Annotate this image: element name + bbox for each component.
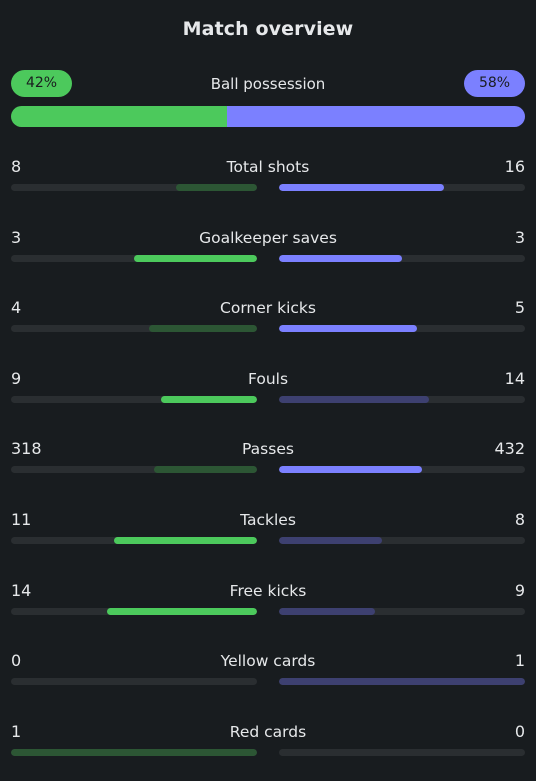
- home-stat-track: [11, 254, 257, 262]
- stat-label: Red cards: [229, 722, 307, 741]
- away-stat-track: [279, 537, 525, 544]
- home-stat-fill: [153, 466, 257, 474]
- home-stat-value: 1: [11, 721, 22, 741]
- away-stat-fill: [279, 184, 444, 191]
- home-stat-value: 9: [11, 368, 22, 388]
- away-stat-fill: [279, 607, 375, 615]
- page-title: Match overview: [182, 18, 354, 40]
- stat-label: Total shots: [226, 158, 310, 176]
- away-stat-value: 8: [514, 510, 525, 529]
- stat-row: 8 Total shots 16: [11, 157, 525, 197]
- away-stat-fill: [279, 678, 525, 686]
- away-stat-value: 14: [504, 368, 525, 388]
- away-possession-badge: 58%: [464, 70, 525, 97]
- stat-row: 14 Free kicks 9: [11, 581, 525, 621]
- away-stat-value: 0: [514, 721, 525, 741]
- possession-bar: [11, 106, 525, 127]
- home-stat-value: 0: [11, 651, 22, 671]
- home-stat-track: [11, 466, 257, 474]
- stat-label: Goalkeeper saves: [199, 228, 337, 247]
- home-stat-track: [11, 607, 257, 615]
- home-stat-track: [11, 678, 257, 686]
- home-stat-value: 14: [11, 580, 32, 600]
- away-stat-value: 5: [514, 298, 525, 318]
- away-stat-fill: [279, 466, 422, 474]
- home-stat-value: 11: [11, 510, 32, 529]
- stat-label: Free kicks: [229, 581, 307, 600]
- away-stat-fill: [279, 537, 383, 544]
- away-stat-value: 16: [504, 157, 525, 176]
- home-stat-value: 4: [11, 298, 22, 318]
- stat-row: 318 Passes 432: [11, 439, 525, 479]
- home-stat-fill: [161, 395, 257, 403]
- away-stat-track: [279, 607, 525, 615]
- home-stat-track: [11, 325, 257, 333]
- away-stat-track: [279, 325, 525, 333]
- away-stat-track: [279, 254, 525, 262]
- stat-row: 1 Red cards 0: [11, 722, 525, 762]
- stat-row: 4 Corner kicks 5: [11, 298, 525, 338]
- away-stat-track: [279, 395, 525, 403]
- home-stat-track: [11, 184, 257, 191]
- away-stat-track: [279, 466, 525, 474]
- away-stat-track: [279, 748, 525, 756]
- away-stat-value: 1: [514, 651, 525, 671]
- away-stat-track: [279, 184, 525, 191]
- away-possession-segment: [226, 106, 525, 127]
- stat-row: 3 Goalkeeper saves 3: [11, 228, 525, 268]
- home-stat-track: [11, 395, 257, 403]
- possession-row: 42% Ball possession 58%: [11, 70, 525, 98]
- away-stat-value: 432: [494, 439, 525, 459]
- home-stat-fill: [175, 184, 257, 191]
- away-stat-value: 3: [514, 227, 525, 247]
- away-stat-fill: [279, 325, 417, 333]
- away-stat-value: 9: [514, 580, 525, 600]
- stat-row: 0 Yellow cards 1: [11, 651, 525, 691]
- home-possession-badge: 42%: [11, 70, 72, 97]
- home-stat-fill: [148, 325, 257, 333]
- home-stat-fill: [11, 748, 257, 756]
- stat-label: Yellow cards: [220, 652, 316, 671]
- stat-row: 9 Fouls 14: [11, 369, 525, 409]
- home-stat-track: [11, 537, 257, 544]
- home-stat-value: 8: [11, 157, 22, 176]
- home-stat-fill: [114, 537, 257, 544]
- home-stat-fill: [134, 254, 257, 262]
- home-stat-fill: [106, 607, 257, 615]
- home-stat-track: [11, 748, 257, 756]
- possession-label: Ball possession: [210, 75, 326, 93]
- stat-label: Fouls: [247, 369, 289, 388]
- away-stat-fill: [279, 395, 430, 403]
- home-stat-value: 318: [11, 439, 42, 459]
- away-stat-track: [279, 678, 525, 686]
- stat-label: Tackles: [240, 511, 296, 529]
- away-stat-fill: [279, 254, 402, 262]
- stat-row: 11 Tackles 8: [11, 510, 525, 550]
- stat-label: Passes: [242, 440, 294, 459]
- home-stat-value: 3: [11, 227, 22, 247]
- home-possession-segment: [11, 106, 227, 127]
- stat-label: Corner kicks: [220, 299, 316, 318]
